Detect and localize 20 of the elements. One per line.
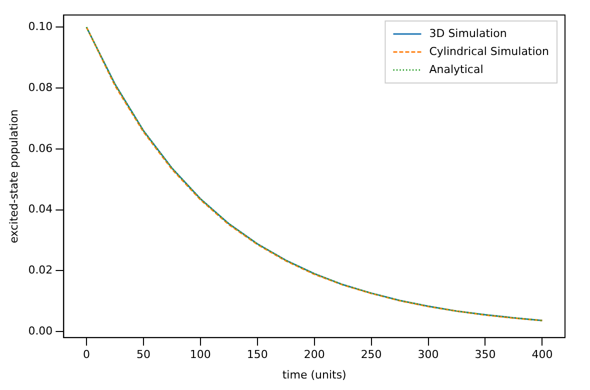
legend-label: Analytical — [429, 62, 484, 76]
x-tick-label: 400 — [532, 348, 553, 362]
legend-label: Cylindrical Simulation — [429, 44, 550, 58]
x-tick-label: 350 — [474, 348, 496, 362]
x-tick-label: 200 — [304, 348, 325, 362]
y-tick-label: 0.02 — [28, 264, 53, 277]
x-axis-title: time (units) — [282, 368, 346, 382]
y-tick-label: 0.00 — [28, 324, 53, 338]
x-tick-label: 150 — [246, 348, 268, 362]
x-tick-label: 50 — [136, 348, 150, 362]
y-tick-label: 0.04 — [28, 202, 53, 216]
legend-label: 3D Simulation — [429, 26, 507, 40]
x-tick-label: 250 — [360, 348, 382, 362]
y-tick-label: 0.08 — [28, 80, 53, 94]
y-tick-label: 0.06 — [28, 142, 53, 155]
x-tick-label: 300 — [418, 348, 439, 362]
y-tick-label: 0.10 — [28, 20, 53, 34]
x-tick-label: 0 — [82, 348, 90, 362]
y-axis-title: excited-state population — [7, 109, 20, 244]
x-tick-label: 100 — [190, 348, 211, 362]
